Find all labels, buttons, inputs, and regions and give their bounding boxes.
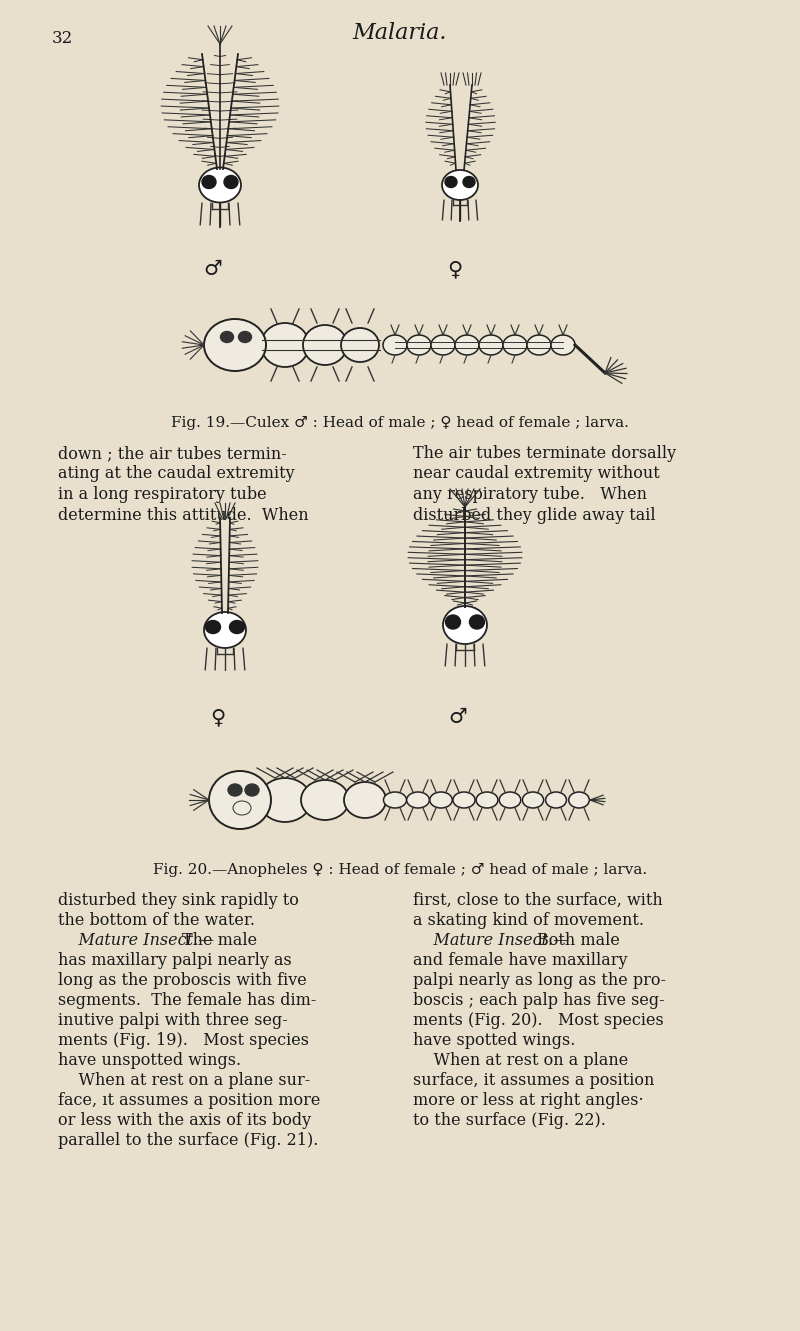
Text: ♀: ♀ — [447, 260, 462, 280]
Text: long as the proboscis with five: long as the proboscis with five — [58, 972, 306, 989]
Text: a skating kind of movement.: a skating kind of movement. — [413, 912, 644, 929]
Text: Fig. 19.—Culex ♂ : Head of male ; ♀ head of female ; larva.: Fig. 19.—Culex ♂ : Head of male ; ♀ head… — [171, 417, 629, 430]
Text: When at rest on a plane sur-: When at rest on a plane sur- — [58, 1071, 310, 1089]
Text: boscis ; each palp has five seg-: boscis ; each palp has five seg- — [413, 992, 665, 1009]
Ellipse shape — [546, 792, 566, 808]
Ellipse shape — [446, 615, 461, 630]
Ellipse shape — [406, 792, 430, 808]
Text: disturbed they glide away tail: disturbed they glide away tail — [413, 507, 656, 523]
Text: more or less at right angles·: more or less at right angles· — [413, 1091, 644, 1109]
Text: in a long respiratory tube: in a long respiratory tube — [58, 486, 266, 503]
Text: Mature Insect.—: Mature Insect.— — [413, 932, 569, 949]
Ellipse shape — [199, 168, 241, 202]
Text: face, ıt assumes a position more: face, ıt assumes a position more — [58, 1091, 320, 1109]
Ellipse shape — [204, 612, 246, 648]
Text: have unspotted wings.: have unspotted wings. — [58, 1051, 241, 1069]
Ellipse shape — [431, 335, 455, 355]
Text: first, close to the surface, with: first, close to the surface, with — [413, 892, 662, 909]
Text: segments.  The female has dim-: segments. The female has dim- — [58, 992, 316, 1009]
Ellipse shape — [442, 170, 478, 200]
Text: near caudal extremity without: near caudal extremity without — [413, 466, 660, 483]
Text: ♂: ♂ — [204, 260, 222, 280]
Text: 32: 32 — [52, 31, 74, 47]
Ellipse shape — [224, 176, 238, 189]
Ellipse shape — [430, 792, 452, 808]
Ellipse shape — [202, 176, 216, 189]
Text: ♂: ♂ — [449, 707, 467, 727]
Text: The air tubes terminate dorsally: The air tubes terminate dorsally — [413, 445, 676, 462]
Ellipse shape — [228, 784, 242, 796]
Text: the bottom of the water.: the bottom of the water. — [58, 912, 255, 929]
Ellipse shape — [301, 780, 349, 820]
Ellipse shape — [499, 792, 521, 808]
Ellipse shape — [261, 323, 309, 367]
Text: Both male: Both male — [538, 932, 620, 949]
Ellipse shape — [453, 792, 475, 808]
Text: ments (Fig. 19).   Most species: ments (Fig. 19). Most species — [58, 1032, 309, 1049]
Ellipse shape — [230, 620, 245, 634]
Ellipse shape — [344, 783, 386, 819]
Ellipse shape — [245, 784, 259, 796]
Ellipse shape — [209, 771, 271, 829]
Text: has maxillary palpi nearly as: has maxillary palpi nearly as — [58, 952, 292, 969]
Text: down ; the air tubes termin-: down ; the air tubes termin- — [58, 445, 286, 462]
Text: or less with the axis of its body: or less with the axis of its body — [58, 1111, 311, 1129]
Text: The male: The male — [182, 932, 258, 949]
Text: have spotted wings.: have spotted wings. — [413, 1032, 575, 1049]
Text: to the surface (Fig. 22).: to the surface (Fig. 22). — [413, 1111, 606, 1129]
Ellipse shape — [259, 779, 311, 823]
Text: surface, it assumes a position: surface, it assumes a position — [413, 1071, 654, 1089]
Ellipse shape — [238, 331, 251, 342]
Ellipse shape — [522, 792, 544, 808]
Text: ating at the caudal extremity: ating at the caudal extremity — [58, 466, 294, 483]
Text: Malaria.: Malaria. — [353, 23, 447, 44]
Text: ♀: ♀ — [210, 707, 226, 727]
Ellipse shape — [569, 792, 590, 808]
Ellipse shape — [206, 620, 221, 634]
Ellipse shape — [479, 335, 503, 355]
Ellipse shape — [383, 335, 407, 355]
Text: inutive palpi with three seg-: inutive palpi with three seg- — [58, 1012, 288, 1029]
Ellipse shape — [476, 792, 498, 808]
Ellipse shape — [383, 792, 406, 808]
Ellipse shape — [503, 335, 527, 355]
Ellipse shape — [551, 335, 575, 355]
Ellipse shape — [463, 177, 475, 188]
Ellipse shape — [445, 177, 457, 188]
Text: Mature Insect.—: Mature Insect.— — [58, 932, 214, 949]
Text: and female have maxillary: and female have maxillary — [413, 952, 627, 969]
Ellipse shape — [527, 335, 551, 355]
Ellipse shape — [443, 606, 487, 644]
Text: When at rest on a plane: When at rest on a plane — [413, 1051, 628, 1069]
Ellipse shape — [303, 325, 347, 365]
Ellipse shape — [204, 319, 266, 371]
Text: determine this attitude.  When: determine this attitude. When — [58, 507, 309, 523]
Text: palpi nearly as long as the pro-: palpi nearly as long as the pro- — [413, 972, 666, 989]
Ellipse shape — [470, 615, 485, 630]
Ellipse shape — [455, 335, 479, 355]
Ellipse shape — [221, 331, 234, 342]
Text: disturbed they sink rapidly to: disturbed they sink rapidly to — [58, 892, 299, 909]
Text: Fig. 20.—Anopheles ♀ : Head of female ; ♂ head of male ; larva.: Fig. 20.—Anopheles ♀ : Head of female ; … — [153, 862, 647, 877]
Ellipse shape — [233, 801, 251, 815]
Text: any respiratory tube.   When: any respiratory tube. When — [413, 486, 647, 503]
Ellipse shape — [341, 327, 379, 362]
Ellipse shape — [407, 335, 431, 355]
Text: ments (Fig. 20).   Most species: ments (Fig. 20). Most species — [413, 1012, 664, 1029]
Text: parallel to the surface (Fig. 21).: parallel to the surface (Fig. 21). — [58, 1131, 318, 1149]
